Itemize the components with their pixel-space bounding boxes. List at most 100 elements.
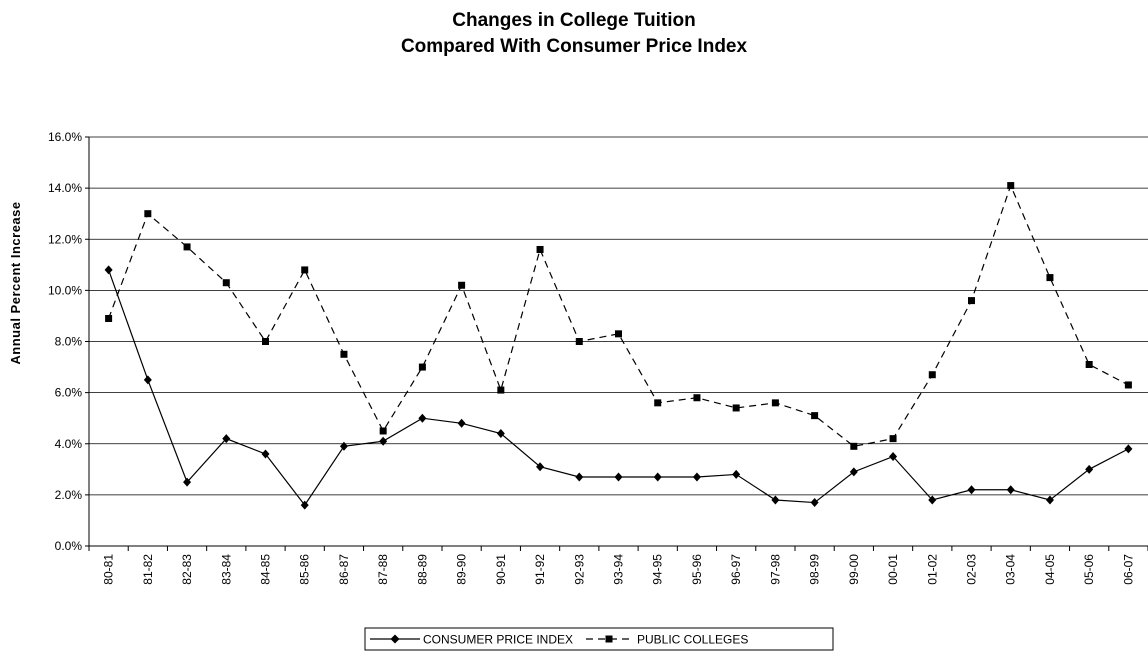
x-tick-label: 81-82 [141,554,155,585]
data-point-public-colleges [497,386,505,394]
x-tick-label: 82-83 [180,554,194,585]
data-point-cpi [339,441,348,451]
x-tick-label: 91-92 [533,554,547,585]
x-tick-label: 97-98 [768,554,782,585]
x-tick-label: 89-90 [455,554,469,585]
data-point-public-colleges [301,266,309,274]
legend-label-cpi: CONSUMER PRICE INDEX [423,633,573,647]
x-tick-label: 80-81 [102,554,116,585]
y-tick-label: 14.0% [48,181,82,195]
data-point-public-colleges [850,442,858,450]
data-point-public-colleges [1085,361,1093,369]
data-point-public-colleges [1007,182,1015,190]
y-tick-label: 2.0% [55,488,83,502]
data-point-public-colleges [379,427,387,435]
data-point-cpi [692,472,701,482]
data-point-cpi [732,469,741,479]
x-axis-ticks: 80-81 81-82 82-83 83-84 84-85 85-86 86-87 87-88… [88,546,1148,585]
x-tick-label: 88-89 [415,554,429,585]
data-point-cpi [810,498,819,508]
x-tick-label: 86-87 [337,554,351,585]
data-point-public-colleges [262,338,269,345]
y-axis-ticks: 0.0% 2.0% 4.0% 6.0% 8.0% 10.0% 12.0% 14.0% 16.0% [48,130,89,553]
x-tick-label: 01-02 [925,554,939,585]
data-point-public-colleges [418,363,426,371]
chart-title: Changes in College Tuition Compared With… [0,8,1148,60]
data-point-public-colleges [536,245,544,253]
data-point-cpi [771,495,780,505]
data-point-public-colleges [811,412,819,420]
data-point-cpi [889,452,898,462]
x-tick-label: 94-95 [651,554,665,585]
x-tick-label: 85-86 [298,554,312,585]
data-point-cpi [928,495,937,505]
data-point-cpi [496,429,505,439]
x-tick-label: 90-91 [494,554,508,585]
data-point-public-colleges [615,330,622,338]
legend-marker-cpi [390,634,400,644]
data-point-public-colleges [889,435,897,443]
data-point-cpi [300,500,309,510]
y-tick-label: 16.0% [48,130,82,144]
x-tick-label: 99-00 [847,554,861,585]
data-point-cpi [653,472,662,482]
data-point-public-colleges [693,394,701,402]
x-tick-label: 98-99 [808,554,822,585]
data-point-cpi [104,265,113,275]
data-point-public-colleges [771,399,779,407]
data-point-cpi [1006,485,1015,495]
legend-label-public: PUBLIC COLLEGES [637,633,748,647]
x-tick-label: 92-93 [572,554,586,585]
data-point-cpi [614,472,623,482]
y-tick-label: 0.0% [55,539,83,553]
x-tick-label: 87-88 [376,554,390,585]
data-point-cpi [849,467,858,477]
data-point-public-colleges [458,281,466,289]
y-axis-label: Annual Percent Increase [8,201,23,364]
data-point-cpi [457,418,466,428]
chart-title-line-2: Compared With Consumer Price Index [400,36,748,57]
data-point-public-colleges [1124,381,1132,389]
x-tick-label: 95-96 [690,554,704,585]
data-point-public-colleges [144,210,152,218]
y-tick-label: 8.0% [55,335,83,349]
data-point-public-colleges [654,399,662,407]
data-point-public-colleges [1046,274,1054,282]
data-point-cpi [261,449,270,459]
data-point-cpi [575,472,584,482]
data-point-public-colleges [183,243,191,251]
data-point-public-colleges [928,371,936,379]
series-line-public-colleges [108,183,1129,447]
x-tick-label: 84-85 [259,554,273,585]
data-point-public-colleges [222,279,230,287]
y-tick-label: 12.0% [48,232,82,246]
x-tick-label: 05-06 [1082,554,1096,585]
data-point-cpi [536,462,545,472]
x-tick-label: 02-03 [965,554,979,585]
data-point-cpi [222,434,231,444]
data-point-public-colleges [105,314,113,322]
legend: CONSUMER PRICE INDEX PUBLIC COLLEGES [364,627,834,651]
data-point-cpi [379,436,388,446]
data-point-cpi [1085,464,1094,474]
data-point-public-colleges [340,350,348,358]
gridlines [89,136,1148,496]
data-point-cpi [1045,495,1054,505]
y-tick-label: 6.0% [55,386,83,400]
x-tick-label: 04-05 [1043,554,1057,585]
x-tick-label: 93-94 [612,554,626,585]
data-point-cpi [143,375,152,385]
x-tick-label: 06-07 [1121,554,1135,585]
series-line-cpi [108,269,1129,507]
data-point-cpi [1124,444,1133,454]
series-group [104,182,1133,510]
data-point-public-colleges [968,297,975,305]
x-tick-label: 96-97 [729,554,743,585]
y-tick-label: 10.0% [48,283,82,297]
x-tick-label: 83-84 [219,554,233,585]
chart-title-line-1: Changes in College Tuition [452,10,696,31]
legend-marker-public [605,635,613,643]
data-point-public-colleges [575,338,583,345]
y-tick-label: 4.0% [55,437,83,451]
